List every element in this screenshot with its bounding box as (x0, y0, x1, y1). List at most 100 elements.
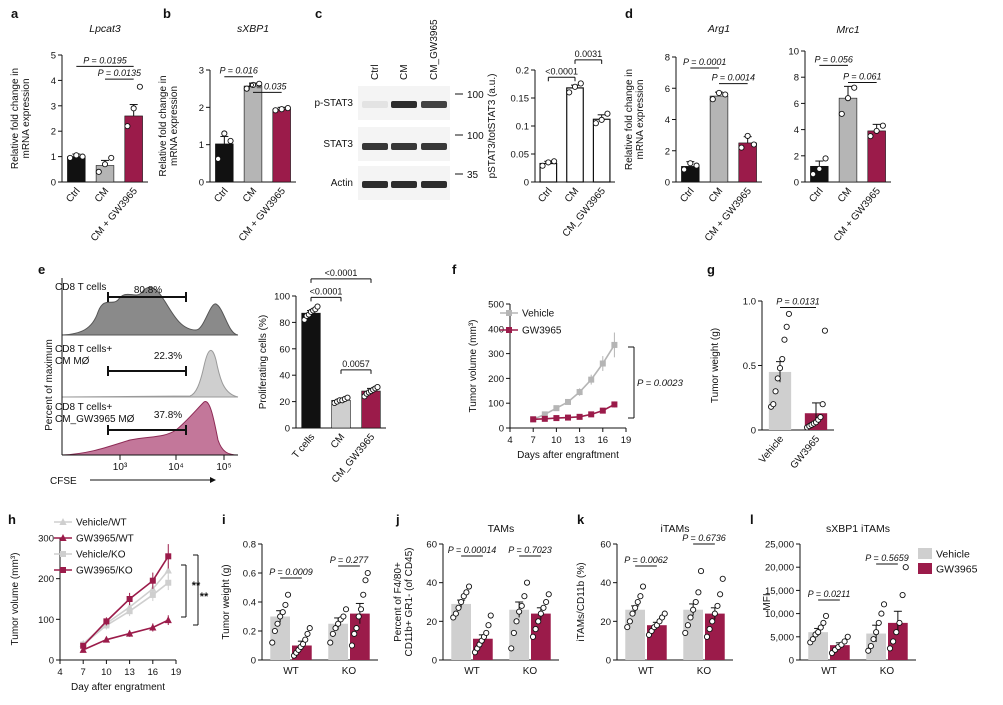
y-tick-label: 60 (600, 540, 611, 551)
y-axis-label: mRNA expression (169, 86, 180, 166)
data-point (629, 610, 636, 617)
data-point (687, 614, 694, 621)
data-point (750, 141, 757, 148)
category-label: GW3965 (789, 434, 823, 472)
y-tick-label: 1.0 (743, 297, 756, 308)
data-point (101, 161, 109, 168)
x-tick-label: 10 (551, 435, 562, 446)
data-point (543, 598, 550, 606)
x-tick-label: 16 (598, 435, 609, 446)
blot-lane-label: Ctrl (370, 64, 381, 80)
data-point (878, 610, 885, 617)
p-value-label: 0.0057 (342, 359, 370, 369)
y-tick-label: 0.2 (243, 627, 256, 638)
data-point (565, 398, 571, 405)
y-axis-label: Relative fold change in (158, 75, 169, 176)
blot-band (421, 143, 447, 150)
chart-title: TAMs (488, 523, 515, 535)
category-label: CM (329, 432, 347, 451)
flow-gate-percent: 22.3% (154, 351, 182, 362)
group-label: KO (697, 666, 712, 677)
data-point (706, 626, 713, 633)
data-point (521, 593, 528, 600)
panel-label: c (315, 6, 322, 21)
data-point (592, 120, 599, 127)
data-point (681, 166, 688, 173)
y-tick-label: 1 (199, 140, 204, 151)
legend-swatch (918, 548, 932, 559)
panel-label: e (38, 262, 45, 277)
data-point (838, 110, 845, 117)
panel-label: i (222, 512, 226, 527)
data-point (822, 612, 830, 619)
blot-band (362, 181, 388, 188)
y-tick-label: 40 (600, 578, 611, 589)
data-point (342, 606, 350, 613)
data-point (455, 604, 462, 611)
data-point (458, 598, 465, 606)
data-point (588, 411, 595, 418)
data-point (611, 341, 618, 348)
data-point (714, 602, 721, 609)
significance-marker: ** (200, 591, 209, 603)
y-tick-label: 5,000 (770, 632, 794, 643)
data-point (709, 96, 716, 103)
y-tick-label: 100 (488, 399, 504, 410)
y-tick-label: 0.5 (743, 361, 756, 372)
bar (215, 143, 234, 183)
data-point (781, 336, 788, 343)
y-tick-label: 4 (794, 125, 799, 136)
bar (709, 95, 729, 183)
x-tick-label: 4 (57, 667, 62, 678)
y-tick-label: 0.4 (243, 598, 256, 609)
data-point (817, 414, 824, 421)
data-point (886, 645, 894, 652)
y-tick-label: 15,000 (765, 586, 794, 597)
data-point (896, 619, 903, 626)
legend-marker (59, 518, 67, 525)
data-point (632, 604, 639, 611)
data-point (165, 579, 172, 586)
legend-marker (60, 551, 66, 557)
bar (566, 87, 584, 183)
legend-marker (506, 327, 512, 333)
data-point (624, 624, 631, 631)
data-point (284, 591, 292, 598)
bar (888, 622, 908, 660)
data-point (867, 643, 874, 650)
data-point (774, 375, 781, 382)
y-axis-label: Tumor weight (g) (221, 564, 232, 639)
data-point (687, 160, 694, 167)
data-point (785, 310, 792, 317)
p-value-label: P = 0.0001 (683, 57, 726, 67)
y-tick-label: 0 (51, 178, 56, 189)
blot-row-label: Actin (331, 178, 353, 189)
category-label: Ctrl (807, 186, 825, 205)
p-value-label: P = 0.5659 (865, 553, 908, 563)
data-point (611, 401, 618, 408)
category-label: Ctrl (212, 186, 230, 205)
y-axis-label: mRNA expression (635, 79, 646, 159)
x-axis-label: Day after engratment (71, 682, 165, 693)
y-tick-label: 5 (51, 51, 56, 62)
legend-label: GW3965 (936, 564, 978, 576)
category-label: CM (241, 186, 259, 205)
legend-label: GW3965/KO (76, 566, 133, 577)
bar (808, 632, 828, 660)
data-point (364, 569, 371, 577)
data-point (108, 154, 115, 161)
data-point (902, 564, 909, 571)
data-point (272, 107, 279, 114)
p-value-label: P = 0.035 (248, 81, 287, 91)
y-tick-label: 200 (488, 374, 504, 385)
data-point (227, 137, 234, 144)
data-point (278, 106, 285, 113)
legend-label: Vehicle (522, 309, 555, 320)
data-point (779, 355, 786, 363)
y-axis-label: mRNA expression (21, 78, 32, 158)
data-point (282, 601, 289, 608)
panel-label: j (395, 512, 400, 527)
data-point (776, 365, 784, 372)
data-point (816, 165, 823, 172)
